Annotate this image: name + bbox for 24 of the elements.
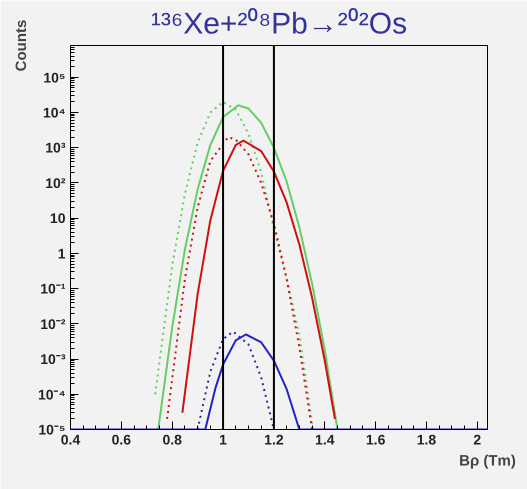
y-tick-label: 10⁻² <box>40 316 66 332</box>
x-axis-title: Bρ (Tm) <box>459 452 516 470</box>
y-tick-label: 1 <box>58 245 66 262</box>
x-tick-label: 0.8 <box>162 432 182 448</box>
y-tick-label: 10⁵ <box>43 69 66 86</box>
x-tick-label: 0.4 <box>60 432 80 448</box>
chart-title: ¹³⁶Xe+²⁰⁸Pb→²⁰²Os <box>150 8 408 40</box>
x-tick-label: 1.6 <box>366 432 386 448</box>
line-series <box>196 330 275 430</box>
y-tick-label: 10⁻¹ <box>40 280 66 297</box>
x-tick-label: 1 <box>219 432 228 448</box>
x-tick-label: 2 <box>473 432 482 448</box>
x-tick-label: 1.2 <box>264 432 284 448</box>
x-tick-label: 0.6 <box>112 432 132 448</box>
y-tick-label: 10³ <box>45 140 66 156</box>
line-series <box>157 104 338 430</box>
x-tick-label: 1.8 <box>416 432 436 448</box>
y-axis-title: Counts <box>13 20 30 72</box>
x-tick-label: 1.4 <box>315 432 335 448</box>
y-tick-label: 10² <box>45 174 66 191</box>
y-tick-label: 10 <box>50 210 66 226</box>
y-tick-label: 10⁴ <box>43 104 66 121</box>
y-tick-label: 10⁻³ <box>40 351 66 368</box>
y-tick-label: 10⁻⁴ <box>38 386 66 402</box>
